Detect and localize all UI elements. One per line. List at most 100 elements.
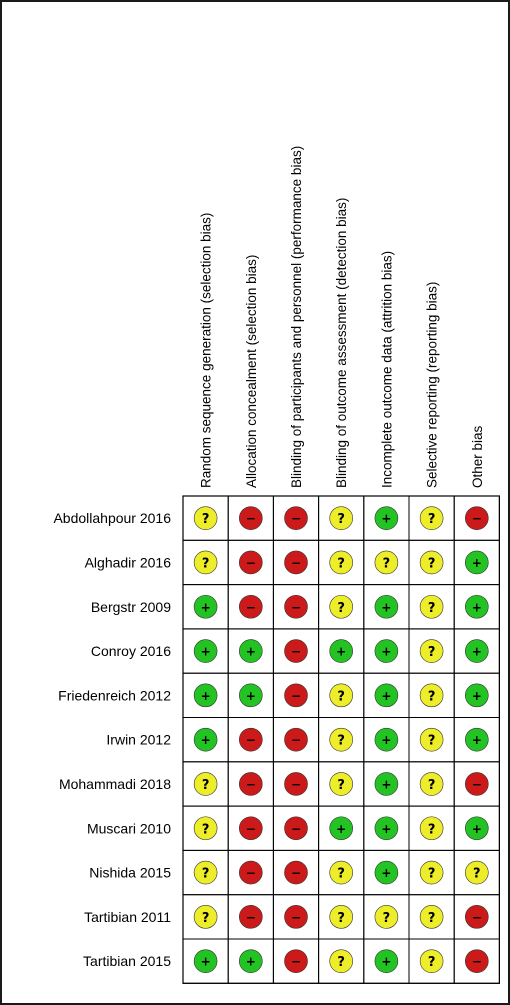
- rating-circle: [284, 772, 308, 796]
- rating-low-icon: +: [246, 689, 256, 703]
- rating-unclear-icon: ?: [337, 734, 345, 749]
- rating-low-mark: +: [464, 816, 489, 841]
- rating-high-mark: −: [239, 727, 263, 752]
- rating-circle: [374, 683, 399, 708]
- rating-circle: [239, 860, 263, 885]
- rating-low-mark: +: [464, 594, 489, 619]
- rating-circle: [239, 905, 263, 929]
- rating-circle: [374, 639, 399, 663]
- rating-circle: [329, 949, 354, 973]
- rating-unclear-mark: ?: [193, 506, 218, 530]
- rating-circle: [193, 860, 218, 885]
- rating-unclear-mark: ?: [419, 506, 444, 530]
- study-label: Alghadir 2016: [85, 554, 172, 570]
- rating-circle: [193, 727, 218, 752]
- column-header: Blinding of outcome assessment (detectio…: [334, 198, 349, 488]
- rating-low-mark: +: [464, 727, 489, 752]
- rating-circle: [419, 905, 444, 929]
- rating-low-icon: +: [381, 733, 391, 747]
- rating-circle: [329, 639, 354, 663]
- rating-low-icon: +: [472, 600, 482, 614]
- rating-unclear-icon: ?: [383, 556, 391, 571]
- rating-high-icon: −: [472, 910, 482, 924]
- rating-unclear-icon: ?: [202, 911, 210, 926]
- rating-unclear-mark: ?: [419, 594, 444, 619]
- rating-unclear-mark: ?: [419, 550, 444, 575]
- rating-circle: [464, 727, 489, 752]
- rating-high-mark: −: [239, 905, 263, 929]
- rating-circle: [419, 772, 444, 796]
- rating-unclear-mark: ?: [329, 594, 354, 619]
- rating-low-icon: +: [472, 733, 482, 747]
- rating-unclear-mark: ?: [329, 860, 354, 885]
- rating-unclear-icon: ?: [202, 822, 210, 837]
- rating-unclear-icon: ?: [337, 601, 345, 616]
- rating-low-mark: +: [374, 639, 399, 663]
- rating-circle: [464, 905, 489, 929]
- rating-high-mark: −: [239, 506, 263, 530]
- rating-high-mark: −: [239, 816, 263, 841]
- rating-low-icon: +: [201, 600, 211, 614]
- rating-circle: [374, 727, 399, 752]
- rating-high-mark: −: [284, 639, 308, 663]
- rating-circle: [374, 949, 399, 973]
- rating-circle: [193, 639, 218, 663]
- rating-circle: [284, 816, 308, 841]
- rating-unclear-mark: ?: [419, 683, 444, 708]
- rating-circle: [419, 639, 444, 663]
- rating-high-icon: −: [246, 600, 256, 614]
- rating-unclear-icon: ?: [202, 556, 210, 571]
- study-label: Nishida 2015: [89, 865, 171, 881]
- rating-unclear-icon: ?: [428, 689, 436, 704]
- rating-high-icon: −: [472, 777, 482, 791]
- rating-low-mark: +: [374, 860, 399, 885]
- rating-low-mark: +: [374, 683, 399, 708]
- rating-unclear-mark: ?: [374, 905, 399, 929]
- rating-circle: [419, 683, 444, 708]
- rating-high-mark: −: [464, 905, 489, 929]
- rating-circle: [284, 639, 308, 663]
- rating-unclear-icon: ?: [428, 867, 436, 882]
- rating-circle: [193, 550, 218, 575]
- rating-low-mark: +: [193, 683, 218, 708]
- rating-low-icon: +: [472, 556, 482, 570]
- rating-circle: [284, 594, 308, 619]
- rating-high-icon: −: [246, 777, 256, 791]
- rating-circle: [239, 639, 263, 663]
- rating-unclear-mark: ?: [329, 506, 354, 530]
- rating-low-mark: +: [193, 594, 218, 619]
- rating-low-mark: +: [374, 506, 399, 530]
- study-label: Abdollahpour 2016: [53, 510, 171, 526]
- rating-unclear-icon: ?: [428, 734, 436, 749]
- rating-circle: [239, 683, 263, 708]
- rating-low-icon: +: [381, 822, 391, 836]
- rating-unclear-mark: ?: [329, 727, 354, 752]
- rating-high-icon: −: [291, 645, 301, 659]
- rating-circle: [284, 860, 308, 885]
- rating-low-icon: +: [201, 645, 211, 659]
- rating-high-mark: −: [239, 860, 263, 885]
- rating-unclear-mark: ?: [419, 727, 444, 752]
- rating-low-icon: +: [336, 645, 346, 659]
- rating-high-mark: −: [284, 506, 308, 530]
- rating-circle: [419, 949, 444, 973]
- rating-circle: [193, 506, 218, 530]
- rating-unclear-mark: ?: [329, 949, 354, 973]
- rating-high-mark: −: [284, 594, 308, 619]
- rating-unclear-icon: ?: [202, 867, 210, 882]
- rating-circle: [374, 772, 399, 796]
- rating-circle: [419, 727, 444, 752]
- column-header: Selective reporting (reporting bias): [425, 282, 440, 488]
- rating-low-mark: +: [374, 772, 399, 796]
- rating-circle: [464, 594, 489, 619]
- rating-high-icon: −: [246, 866, 256, 880]
- rating-high-icon: −: [291, 777, 301, 791]
- rating-low-mark: +: [374, 594, 399, 619]
- rating-circle: [329, 772, 354, 796]
- rating-low-mark: +: [193, 727, 218, 752]
- rating-high-icon: −: [291, 512, 301, 526]
- rating-low-icon: +: [381, 512, 391, 526]
- column-header: Random sequence generation (selection bi…: [199, 213, 214, 488]
- rating-circle: [284, 506, 308, 530]
- rating-circle: [239, 949, 263, 973]
